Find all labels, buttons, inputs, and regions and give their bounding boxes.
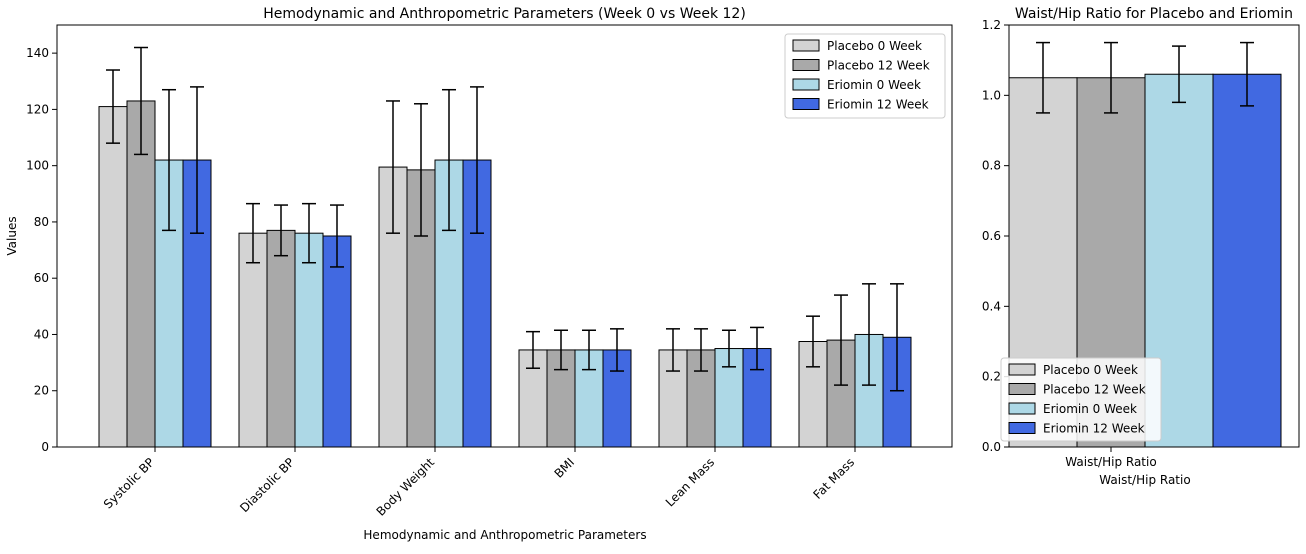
legend-box — [1000, 357, 1162, 442]
y-axis-label: Values — [5, 216, 19, 255]
legend-label: Eriomin 0 Week — [827, 78, 921, 92]
x-tick-label: Body Weight — [374, 455, 438, 519]
legend-swatch — [1008, 383, 1036, 395]
x-tick-label: Systolic BP — [101, 455, 157, 511]
legend-swatch — [792, 59, 820, 71]
x-tick-label: Fat Mass — [811, 455, 858, 502]
bar-0-1 — [238, 232, 268, 448]
legend-swatch — [1008, 402, 1036, 415]
y-tick-label: 20 — [34, 384, 49, 398]
y-tick-label: 0.4 — [982, 299, 1001, 313]
y-tick-label: 140 — [26, 46, 49, 60]
legend-swatch — [792, 78, 820, 91]
y-tick-label: 0.8 — [982, 159, 1001, 173]
legend-label: Placebo 0 Week — [1043, 363, 1138, 377]
y-tick-label: 1.2 — [982, 18, 1001, 32]
bar-2-1 — [294, 232, 324, 448]
plot-frame — [56, 24, 953, 448]
y-tick-label: 0.0 — [982, 440, 1001, 454]
bar-1-1 — [266, 229, 296, 448]
x-tick-label: BMI — [552, 455, 578, 481]
x-tick-label: Waist/Hip Ratio — [1065, 455, 1156, 469]
legend-label: Eriomin 0 Week — [1043, 402, 1137, 416]
legend-box — [784, 33, 946, 119]
legend-label: Placebo 12 Week — [827, 59, 930, 73]
legend-label: Placebo 12 Week — [1043, 383, 1146, 397]
legend-label: Placebo 0 Week — [827, 39, 922, 53]
y-tick-label: 0.6 — [982, 229, 1001, 243]
chart-title: Hemodynamic and Anthropometric Parameter… — [263, 6, 746, 22]
y-tick-label: 0.2 — [982, 370, 1001, 384]
y-tick-label: 40 — [34, 327, 49, 341]
bar-3 — [1212, 73, 1282, 448]
y-tick-label: 120 — [26, 102, 49, 116]
y-tick-label: 80 — [34, 215, 49, 229]
legend-label: Eriomin 12 Week — [827, 98, 929, 112]
x-axis-label: Hemodynamic and Anthropometric Parameter… — [363, 528, 646, 542]
x-tick-label: Lean Mass — [663, 455, 717, 509]
plot-frame — [1008, 24, 1300, 448]
bar-0-0 — [98, 106, 128, 448]
y-tick-label: 60 — [34, 271, 49, 285]
y-tick-label: 1.0 — [982, 88, 1001, 102]
legend-swatch — [792, 98, 820, 110]
y-tick-label: 100 — [26, 159, 49, 173]
legend-swatch — [1008, 363, 1036, 376]
x-axis-label: Waist/Hip Ratio — [1099, 473, 1190, 487]
x-tick-label: Diastolic BP — [237, 455, 297, 515]
legend-swatch — [1008, 422, 1036, 434]
y-tick-label: 0 — [41, 440, 49, 454]
legend-label: Eriomin 12 Week — [1043, 422, 1145, 436]
legend-swatch — [792, 39, 820, 52]
chart-title: Waist/Hip Ratio for Placebo and Eriomin — [1015, 6, 1293, 22]
